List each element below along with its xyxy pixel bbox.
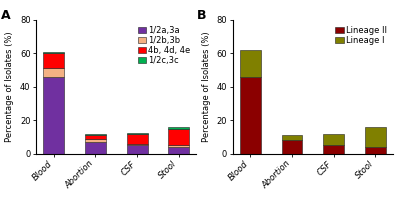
Bar	[43, 77, 64, 154]
Text: A: A	[1, 9, 10, 22]
Bar	[43, 53, 64, 68]
Bar	[168, 147, 189, 154]
Bar	[85, 139, 106, 142]
Y-axis label: Percentage of Isolates (%): Percentage of Isolates (%)	[5, 31, 14, 142]
Bar	[127, 133, 148, 134]
Bar	[168, 128, 189, 145]
Bar	[85, 135, 106, 139]
Legend: Lineage II, Lineage I: Lineage II, Lineage I	[334, 24, 389, 46]
Y-axis label: Percentage of Isolates (%): Percentage of Isolates (%)	[202, 31, 211, 142]
Bar	[240, 77, 261, 154]
Bar	[365, 127, 386, 147]
Bar	[365, 147, 386, 154]
Bar	[43, 52, 64, 53]
Bar	[323, 145, 344, 154]
Bar	[127, 145, 148, 154]
Bar	[168, 145, 189, 147]
Bar	[323, 134, 344, 145]
Bar	[85, 142, 106, 154]
Bar	[43, 68, 64, 77]
Text: B: B	[197, 9, 207, 22]
Bar	[127, 134, 148, 144]
Legend: 1/2a,3a, 1/2b,3b, 4b, 4d, 4e, 1/2c,3c: 1/2a,3a, 1/2b,3b, 4b, 4d, 4e, 1/2c,3c	[136, 24, 192, 67]
Bar	[85, 134, 106, 135]
Bar	[168, 127, 189, 128]
Bar	[282, 135, 302, 140]
Bar	[127, 144, 148, 145]
Bar	[282, 140, 302, 154]
Bar	[240, 50, 261, 77]
